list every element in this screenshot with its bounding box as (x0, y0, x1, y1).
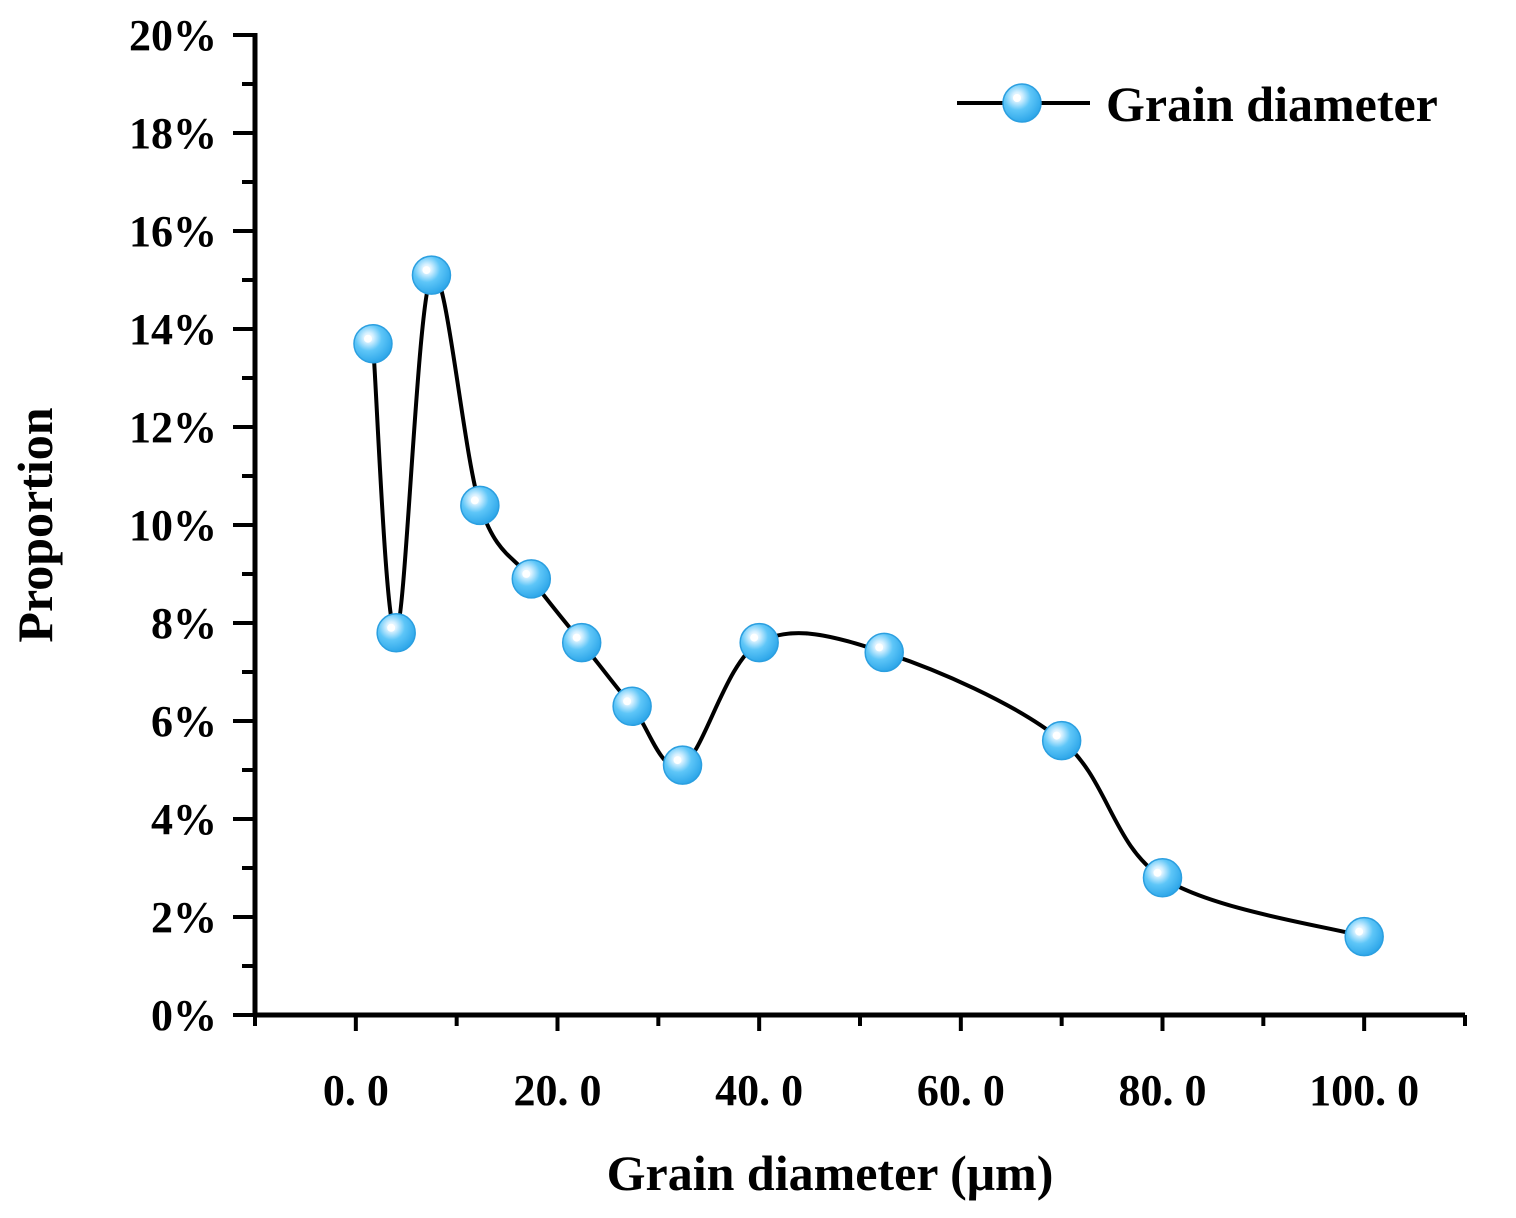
x-tick-label: 80. 0 (1119, 1066, 1207, 1115)
x-axis-title: Grain diameter (μm) (607, 1145, 1054, 1201)
series-layer (353, 255, 1384, 957)
data-point (353, 323, 393, 364)
y-tick-label: 20% (129, 11, 217, 60)
y-tick-label: 18% (129, 109, 217, 158)
x-tick-label: 60. 0 (917, 1066, 1005, 1115)
data-point (460, 485, 500, 526)
legend-marker (1002, 83, 1042, 123)
x-tick-label: 40. 0 (715, 1066, 803, 1115)
y-tick-label: 2% (151, 893, 217, 942)
y-tick-label: 0% (151, 991, 217, 1040)
x-tick-label: 20. 0 (514, 1066, 602, 1115)
data-point (1344, 916, 1384, 957)
data-point (739, 622, 779, 663)
axes (252, 33, 1465, 1018)
y-axis-title: Proportion (7, 407, 63, 642)
data-point (864, 632, 904, 673)
y-tick-label: 16% (129, 207, 217, 256)
data-point (411, 255, 452, 295)
y-tick-label: 12% (129, 403, 217, 452)
y-tick-label: 8% (151, 599, 217, 648)
data-point (561, 622, 602, 663)
data-point (612, 686, 652, 727)
y-tick-label: 14% (129, 305, 217, 354)
x-axis-ticks: 0. 0 20. 0 40. 0 60. 0 80. 0 100. 0 (253, 1015, 1467, 1115)
y-tick-label: 6% (151, 697, 217, 746)
x-tick-label: 100. 0 (1309, 1066, 1419, 1115)
data-point (1041, 720, 1082, 761)
y-tick-label: 10% (129, 501, 217, 550)
data-point (376, 613, 416, 653)
x-tick-label: 0. 0 (323, 1066, 389, 1115)
data-point (662, 745, 703, 785)
y-axis-ticks: 0% 2% 4% 6% 8% 10% 12% 14% 16% 18% 20% (129, 11, 255, 1040)
data-point (511, 559, 552, 599)
legend-label: Grain diameter (1106, 76, 1438, 132)
y-tick-label: 4% (151, 795, 217, 844)
legend: Grain diameter (957, 76, 1438, 132)
data-point (1142, 858, 1183, 898)
series-line (371, 271, 1365, 939)
